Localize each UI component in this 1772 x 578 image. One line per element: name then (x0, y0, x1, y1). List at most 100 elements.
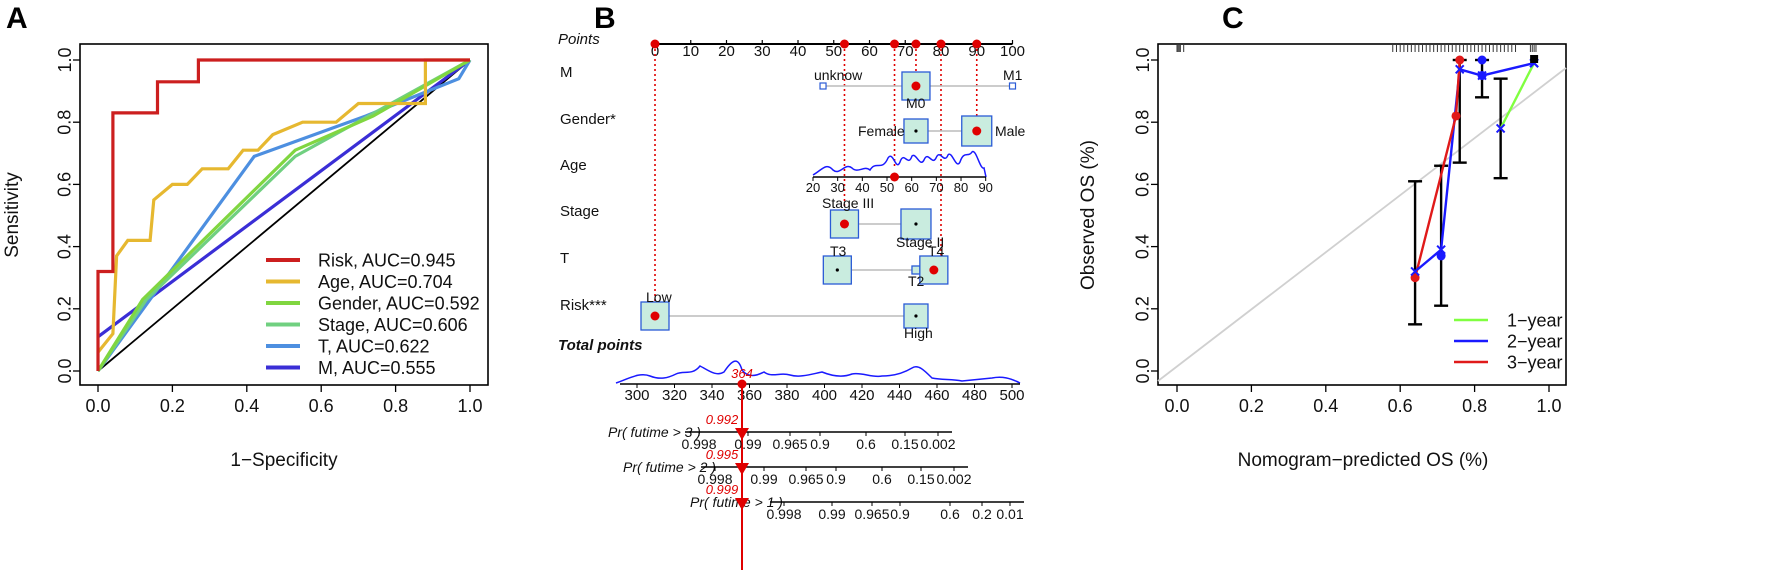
age-axis-label: 90 (978, 180, 992, 195)
age-axis-label: 50 (880, 180, 894, 195)
probability-label: Pr( futime > 1 ) (690, 494, 783, 510)
reference-diagonal (97, 59, 471, 372)
calibration-point (1530, 55, 1539, 63)
calibration-chart: 0.0 0.2 0.4 0.6 0.8 1.0 0.0 0.2 0.4 0.6 0.8 1.0 Nomo… (1078, 43, 1567, 471)
total-axis-label: 380 (774, 387, 799, 404)
level-label: Stage III (822, 195, 874, 211)
points-axis-label: 30 (754, 43, 771, 60)
probability-marker (735, 498, 749, 510)
total-axis-label: 340 (699, 387, 724, 404)
level-box (829, 209, 860, 239)
y-tick-label: 0.6 (55, 172, 75, 197)
calibration-point (1451, 111, 1461, 121)
probability-axis-label: 0.998 (697, 471, 732, 487)
reference-diagonal (1157, 67, 1567, 382)
calibration-point (1455, 55, 1465, 65)
legend-label: T, AUC=0.622 (318, 337, 430, 357)
total-axis-label: 320 (662, 387, 687, 404)
probability-axis-label: 0.002 (936, 471, 971, 487)
calibration-point (1410, 266, 1420, 277)
age-axis-label: 20 (806, 180, 820, 195)
roc-series-line (96, 58, 471, 372)
probability-axis-label: 0.9 (810, 436, 830, 452)
total-axis-label: 420 (849, 387, 874, 404)
calibration-point (1477, 55, 1487, 65)
x-tick-label: 0.0 (85, 396, 110, 416)
points-axis-label: 60 (861, 43, 878, 60)
y-tick-label: 0.2 (55, 296, 75, 321)
x-tick-label: 0.2 (1239, 396, 1264, 416)
level-label: M1 (1003, 67, 1023, 83)
row-label: Gender* (560, 111, 616, 128)
y-tick-label: 0.8 (55, 110, 75, 135)
selected-point-marker (839, 39, 849, 49)
level-label: Female (858, 123, 905, 139)
x-tick-label: 0.6 (1388, 396, 1413, 416)
level-dot (914, 129, 918, 133)
y-tick-label: 0.6 (1133, 172, 1153, 197)
probability-axis-label: 0.965 (772, 436, 807, 452)
calibration-point (1455, 64, 1465, 75)
level-label: T2 (908, 273, 925, 289)
calibration-series-line (1499, 62, 1536, 129)
level-box (1008, 82, 1017, 90)
y-tick-label: 0.4 (1133, 234, 1153, 259)
calibration-point (1495, 123, 1506, 134)
panel-letter-a: A (6, 2, 28, 35)
calibration-series-line (1414, 61, 1535, 273)
legend-label: M, AUC=0.555 (318, 358, 436, 378)
roc-chart: 0.0 0.2 0.4 0.6 0.8 1.0 0.0 0.2 0.4 0.6 0.8 1.0 1−Sp… (2, 43, 489, 471)
probability-axis-label: 0.2 (972, 506, 992, 522)
level-box (819, 82, 827, 90)
row-label: Risk*** (560, 297, 607, 314)
level-label: High (904, 325, 933, 341)
y-axis-title: Observed OS (%) (1078, 140, 1099, 290)
probability-axis-label: 0.99 (734, 436, 761, 452)
roc-series-line (96, 58, 471, 372)
y-tick-label: 1.0 (1133, 47, 1153, 72)
points-axis-label: 40 (790, 43, 807, 60)
calibration-point (1436, 251, 1446, 261)
probability-value-label: 0.999 (706, 482, 739, 497)
total-axis-label: 440 (887, 387, 912, 404)
roc-series-line (96, 58, 470, 371)
x-tick-label: 0.8 (1462, 396, 1487, 416)
probability-axis-label: 0.99 (750, 471, 777, 487)
probability-marker (735, 463, 749, 475)
age-axis-label: 70 (929, 180, 943, 195)
total-axis-label: 500 (999, 387, 1024, 404)
selected-marker (972, 126, 982, 136)
probability-axis-label: 0.6 (940, 506, 960, 522)
x-tick-label: 0.2 (160, 396, 185, 416)
roc-series-line (96, 58, 470, 354)
y-tick-label: 0.8 (1133, 110, 1153, 135)
x-tick-label: 1.0 (457, 396, 482, 416)
y-axis-title: Sensitivity (2, 172, 23, 258)
points-axis-label: 80 (933, 43, 950, 60)
level-dot (914, 222, 918, 226)
level-label: unknow (814, 67, 863, 83)
selected-marker (911, 81, 921, 91)
probability-value-label: 0.995 (706, 447, 739, 462)
row-label: Age (560, 157, 587, 174)
legend-label: Risk, AUC=0.945 (318, 251, 456, 271)
age-axis-label: 80 (954, 180, 968, 195)
age-axis-label: 40 (855, 180, 869, 195)
probability-axis-label: 0.998 (681, 436, 716, 452)
panel-letter-c: C (1222, 2, 1244, 35)
level-label: M0 (906, 95, 926, 111)
total-density (615, 360, 1021, 384)
probability-axis-label: 0.998 (766, 506, 801, 522)
points-axis-title: Points (558, 31, 600, 48)
row-label: T (560, 250, 569, 267)
selected-point-marker (911, 39, 921, 49)
x-tick-label: 0.0 (1164, 396, 1189, 416)
probability-axis-label: 0.6 (856, 436, 876, 452)
x-tick-label: 0.8 (383, 396, 408, 416)
age-density (812, 150, 987, 178)
selected-marker (650, 311, 660, 321)
x-axis-title: Nomogram−predicted OS (%) (1238, 450, 1489, 471)
y-tick-label: 0.0 (55, 358, 75, 383)
level-label: Male (995, 123, 1026, 139)
points-axis-label: 20 (718, 43, 735, 60)
